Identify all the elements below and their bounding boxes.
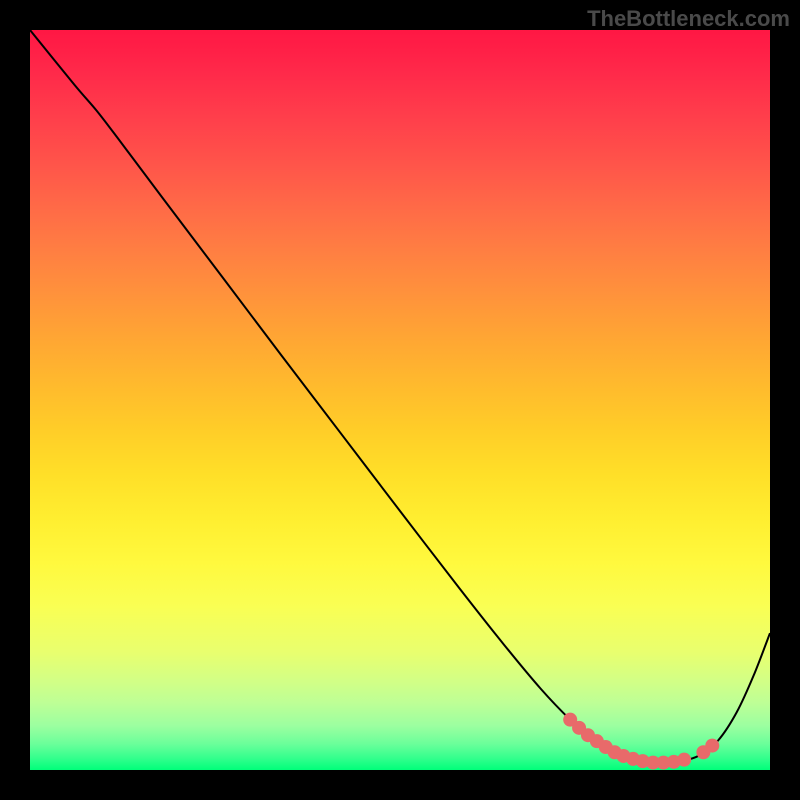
watermark-text: TheBottleneck.com (587, 6, 790, 32)
chart-container: TheBottleneck.com (0, 0, 800, 800)
marker-group (563, 713, 719, 770)
marker-dot (677, 753, 691, 767)
plot-area (30, 30, 770, 770)
bottleneck-curve (30, 30, 770, 763)
marker-dot (705, 739, 719, 753)
curve-overlay (30, 30, 770, 770)
